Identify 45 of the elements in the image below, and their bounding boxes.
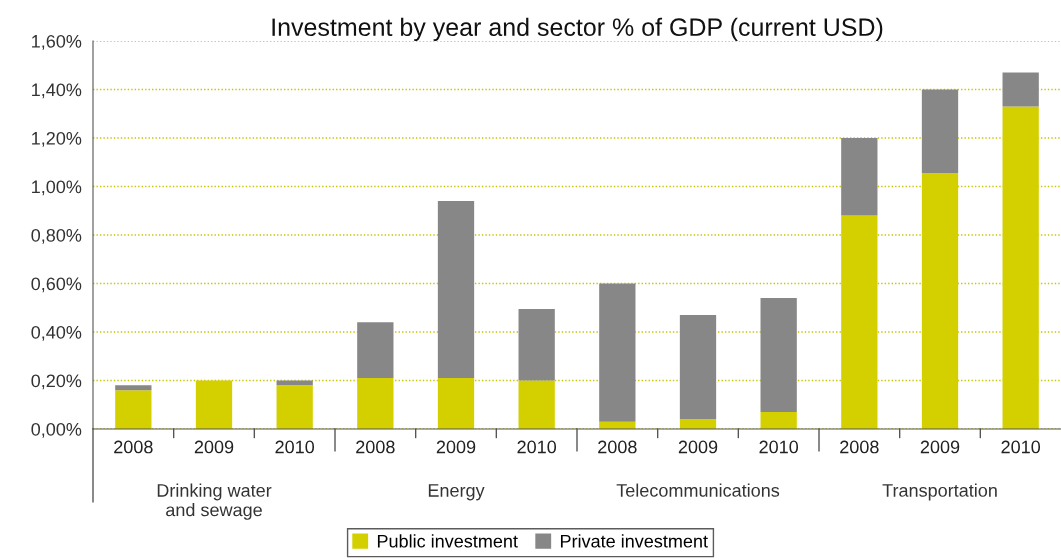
y-tick-label: 0,60% xyxy=(31,277,82,293)
bar xyxy=(841,138,878,216)
x-tick-label: 2008 xyxy=(840,440,879,454)
x-tick-label: 2009 xyxy=(194,440,234,454)
x-tick-label: 2010 xyxy=(1001,440,1041,454)
x-tick-label: 2010 xyxy=(517,440,557,454)
x-tick-label: 2009 xyxy=(920,440,960,454)
chart-title: Investment by year and sector % of GDP (current USD) xyxy=(272,17,883,41)
bar xyxy=(760,298,797,413)
bar xyxy=(357,322,394,379)
y-tick-label: 0,00% xyxy=(31,422,82,438)
bar xyxy=(679,315,717,420)
bar xyxy=(115,385,152,391)
y-tick-label: 0,40% xyxy=(31,325,82,341)
bar xyxy=(115,390,152,429)
text: Drinking water and sewage xyxy=(157,483,272,520)
bar xyxy=(518,308,555,381)
y-tick-label: 1,00% xyxy=(32,180,82,196)
bar xyxy=(760,412,797,429)
bar xyxy=(437,201,475,379)
y-tick-label: 1,60% xyxy=(32,34,82,50)
bar xyxy=(276,380,313,386)
x-tick-label: 2009 xyxy=(678,440,718,454)
y-tick-label: 0,80% xyxy=(31,228,82,244)
y-tick-label: 0,20% xyxy=(31,374,82,390)
x-tick-label: 2008 xyxy=(356,440,395,454)
text: Energy xyxy=(428,484,485,501)
bar xyxy=(679,419,717,429)
legend-label: Private investment xyxy=(560,534,708,548)
legend-label: Public investment xyxy=(377,534,518,548)
bar xyxy=(921,89,959,174)
text: Telecommunications xyxy=(616,483,780,497)
bar xyxy=(1002,106,1039,429)
bar xyxy=(276,385,313,429)
x-tick-label: 2008 xyxy=(114,440,153,454)
text: Transportation xyxy=(882,483,997,501)
x-tick-label: 2008 xyxy=(598,440,637,454)
bar xyxy=(1002,72,1039,107)
x-tick-label: 2010 xyxy=(759,440,799,454)
y-tick-label: 1,20% xyxy=(32,131,82,147)
x-tick-label: 2010 xyxy=(275,440,315,454)
x-tick-label: 2009 xyxy=(436,440,476,454)
y-tick-label: 1,40% xyxy=(32,83,82,99)
bar xyxy=(599,283,636,422)
bar xyxy=(357,378,394,429)
